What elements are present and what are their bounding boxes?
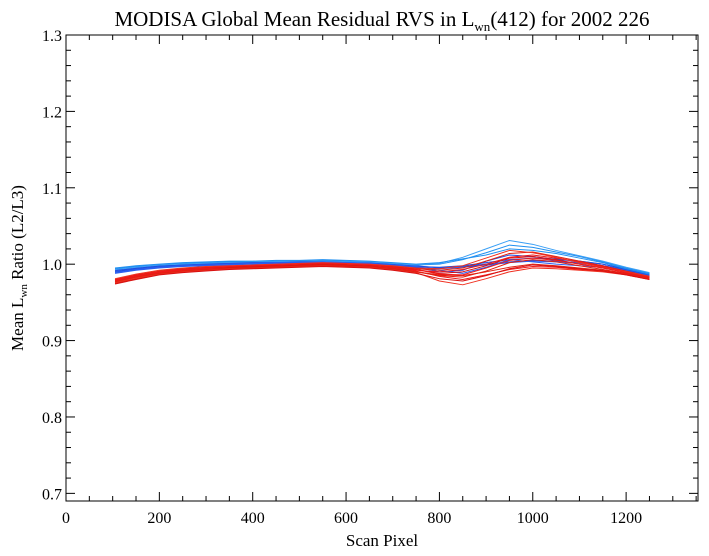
x-tick-label: 200: [147, 510, 171, 527]
x-tick-label: 600: [334, 510, 358, 527]
series-line-red-15: [114, 264, 650, 285]
y-tick-label: 1.3: [42, 28, 62, 45]
y-axis-label: Mean Lwn Ratio (L2/L3): [8, 185, 30, 351]
x-tick-label: 800: [427, 510, 451, 527]
chart-title-rest: (412) for 2002 226: [490, 7, 649, 31]
plot-frame: [65, 34, 699, 502]
x-axis: 0 200 400 600 800 1000 1200: [62, 35, 697, 527]
chart-title-subscript: wn: [474, 19, 490, 34]
series-line-blue-5: [114, 240, 650, 274]
y-tick-label: 0.7: [42, 486, 62, 503]
chart-title: MODISA Global Mean Residual RVS in Lwn(4…: [114, 7, 649, 34]
series-line-blue-7: [114, 259, 650, 277]
x-tick-label: 1000: [517, 510, 549, 527]
chart-title-main: MODISA Global Mean Residual RVS in L: [114, 7, 474, 31]
x-tick-label: 1200: [610, 510, 642, 527]
y-tick-label: 1.0: [42, 257, 62, 274]
x-axis-label: Scan Pixel: [346, 531, 419, 550]
y-tick-label: 1.2: [42, 104, 62, 121]
y-tick-label: 1.1: [42, 181, 62, 198]
y-axis-label-main: Mean L: [8, 298, 27, 351]
y-axis: 0.7 0.8 0.9 1.0 1.1 1.2 1.3: [42, 28, 698, 503]
y-tick-label: 0.9: [42, 334, 62, 351]
series-layer: [114, 240, 650, 286]
series-line-red-18: [114, 257, 650, 281]
y-axis-label-rest: Ratio (L2/L3): [8, 185, 27, 284]
series-line-red-16: [114, 249, 650, 280]
series-line-blue-8: [114, 248, 650, 275]
y-axis-label-subscript: wn: [18, 284, 30, 298]
series-line-red-12: [114, 265, 650, 286]
series-line-red-17: [114, 259, 650, 283]
x-tick-label: 0: [62, 510, 70, 527]
y-tick-label: 0.8: [42, 410, 62, 427]
x-tick-label: 400: [241, 510, 265, 527]
